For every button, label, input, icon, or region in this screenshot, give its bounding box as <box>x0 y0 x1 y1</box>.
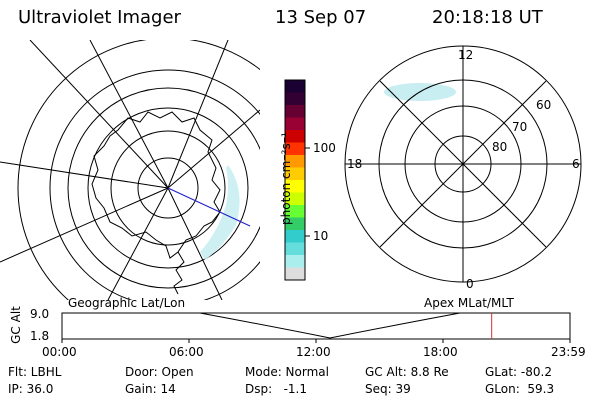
colorbar-band <box>285 180 305 193</box>
colorbar-band <box>285 255 305 268</box>
filter-status: Flt: LBHL <box>8 365 62 379</box>
geographic-map <box>0 40 260 300</box>
colorbar-band <box>285 242 305 256</box>
meridian-line <box>0 161 169 189</box>
orbit-x-tick: 12:00 <box>296 345 331 359</box>
colorbar-band <box>285 192 305 206</box>
ip-status: IP: 36.0 <box>8 382 54 396</box>
orbit-panel <box>61 312 571 343</box>
lat-circle-3 <box>87 107 249 269</box>
meridian-line <box>167 109 260 189</box>
meridian-line <box>29 40 169 189</box>
glat-status: GLat: -80.2 <box>485 365 552 379</box>
colorbar-band <box>285 155 305 168</box>
orbit-y-tick: 9.0 <box>30 307 50 321</box>
mlt-label-bottom: 0 <box>466 277 474 291</box>
meridian-line <box>167 187 223 300</box>
mlt-label-right: 6 <box>572 157 580 171</box>
lat-circle-2 <box>110 130 226 246</box>
colorbar-band <box>285 205 305 218</box>
mlat-label-70: 70 <box>512 120 528 134</box>
colorbar-frame <box>284 79 306 281</box>
orbit-x-tick: 00:00 <box>42 345 77 359</box>
mlt-line-diagonal <box>379 80 547 248</box>
colorbar-band <box>285 117 305 131</box>
orbit-x-tick: 06:00 <box>169 345 204 359</box>
meridian-line <box>167 40 229 189</box>
colorbar-band <box>285 142 305 156</box>
colorbar-unit-label: photon cm⁻²s⁻¹ <box>279 132 293 225</box>
lat-circle-6 <box>17 40 260 300</box>
polar-plot <box>344 45 582 283</box>
time-label: 20:18:18 UT <box>432 7 543 28</box>
meridian-line <box>0 187 169 263</box>
mlat-label-60: 60 <box>536 98 552 112</box>
colorbar-band <box>285 230 305 243</box>
seq-status: Seq: 39 <box>365 382 411 396</box>
peninsula-coast <box>173 251 185 295</box>
orbit-y-tick: 1.8 <box>30 329 50 343</box>
color-bar <box>284 79 310 281</box>
mode-status: Mode: Normal <box>245 365 329 379</box>
lat-circle-4 <box>67 87 260 289</box>
colorbar-tick-label: 100 <box>313 141 336 155</box>
gc-alt-status: GC Alt: 8.8 Re <box>365 365 449 379</box>
colorbar-band <box>285 105 305 118</box>
lat-circle-inner <box>137 157 199 219</box>
gc-alt-axis-label: GC Alt <box>9 306 23 344</box>
colorbar-band <box>285 92 305 106</box>
gain-status: Gain: 14 <box>125 382 176 396</box>
colorbar-band <box>285 217 305 231</box>
geographic-coords-label: Geographic Lat/Lon <box>68 296 186 310</box>
aurora-glow <box>200 165 240 260</box>
door-status: Door: Open <box>125 365 194 379</box>
mlat-label-80: 80 <box>492 140 508 154</box>
meridian-line <box>107 187 169 300</box>
colorbar-band <box>285 80 305 93</box>
terminator-line <box>167 187 251 227</box>
glon-status: GLon: 59.3 <box>485 382 555 396</box>
orbit-x-tick: 23:59 <box>551 345 586 359</box>
mlt-label-top: 12 <box>458 48 474 62</box>
colorbar-band <box>285 167 305 181</box>
meridian-line <box>89 40 169 189</box>
mlt-label-left: 18 <box>347 157 363 171</box>
altitude-curve <box>62 312 570 339</box>
dsp-status: Dsp: -1.1 <box>245 382 308 396</box>
colorbar-band <box>285 267 305 281</box>
colorbar-band <box>285 130 305 143</box>
lat-circle-5 <box>49 69 260 300</box>
instrument-title: Ultraviolet Imager <box>18 7 181 28</box>
date-label: 13 Sep 07 <box>275 7 367 28</box>
colorbar-tick-label: 10 <box>313 229 329 243</box>
orbit-x-tick: 18:00 <box>423 345 458 359</box>
apex-coords-label: Apex MLat/MLT <box>424 296 514 310</box>
coastline <box>91 111 221 259</box>
